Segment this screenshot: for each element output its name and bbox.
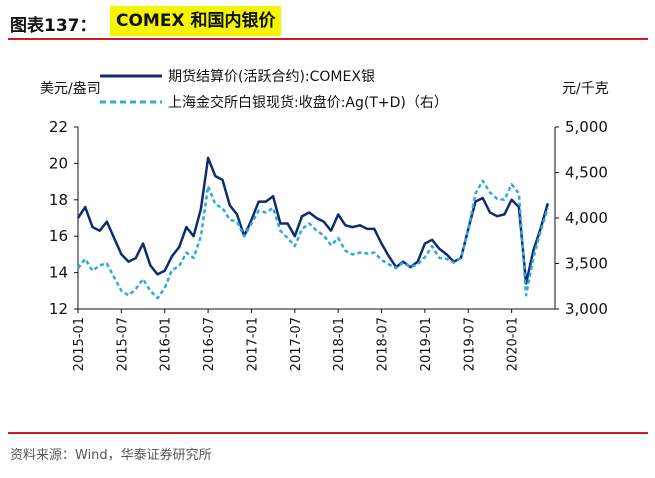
right-axis-ticks: 3,000 3,500 4,000 4,500 5,000 <box>555 118 608 318</box>
x-tick-label: 2020-01 <box>506 317 521 371</box>
right-tick-label: 5,000 <box>565 118 608 136</box>
legend-label-comex: 期货结算价(活跃合约):COMEX银 <box>168 68 375 85</box>
left-tick-label: 12 <box>49 300 68 318</box>
series-group <box>76 156 550 300</box>
x-tick-label: 2017-07 <box>289 317 304 371</box>
header: 图表137： COMEX 和国内银价 <box>0 0 655 44</box>
right-tick-label: 4,500 <box>565 164 608 182</box>
x-tick-label: 2019-07 <box>462 317 477 371</box>
x-tick-label: 2017-01 <box>245 317 260 371</box>
right-tick-label: 4,000 <box>565 209 608 227</box>
right-tick-label: 3,000 <box>565 300 608 318</box>
right-axis-unit: 元/千克 <box>562 81 609 97</box>
x-tick-label: 2015-01 <box>72 317 87 371</box>
left-tick-label: 22 <box>49 118 68 136</box>
x-tick-label: 2015-07 <box>115 317 130 371</box>
chart-title: COMEX 和国内银价 <box>110 6 282 36</box>
right-tick-label: 3,500 <box>565 255 608 273</box>
left-axis-unit: 美元/盎司 <box>40 81 101 97</box>
x-tick-label: 2016-07 <box>202 317 217 371</box>
left-tick-label: 16 <box>49 227 68 245</box>
bottom-divider <box>8 432 648 434</box>
source-note: 资料来源：Wind，华泰证券研究所 <box>10 448 212 463</box>
series-line-comex <box>76 156 550 285</box>
x-tick-label: 2018-07 <box>376 317 391 371</box>
x-tick-label: 2019-01 <box>419 317 434 371</box>
left-tick-label: 18 <box>49 191 68 209</box>
left-axis-ticks: 12 14 16 18 20 22 <box>49 118 78 318</box>
legend: 期货结算价(活跃合约):COMEX银 上海金交所白银现货:收盘价:Ag(T+D)… <box>100 68 448 111</box>
left-tick-label: 14 <box>49 264 68 282</box>
left-tick-label: 20 <box>49 154 68 172</box>
top-divider <box>8 38 648 40</box>
legend-label-sge: 上海金交所白银现货:收盘价:Ag(T+D)（右） <box>168 94 448 111</box>
dual-axis-line-chart: 期货结算价(活跃合约):COMEX银 上海金交所白银现货:收盘价:Ag(T+D)… <box>40 68 609 371</box>
x-axis-ticks: 2015-01 2015-07 2016-01 2016-07 2017-01 2017-… <box>72 309 521 371</box>
x-tick-label: 2018-01 <box>332 317 347 371</box>
x-tick-label: 2016-01 <box>159 317 174 371</box>
figure-label: 图表137： <box>10 16 97 36</box>
series-line-sge <box>77 179 549 300</box>
